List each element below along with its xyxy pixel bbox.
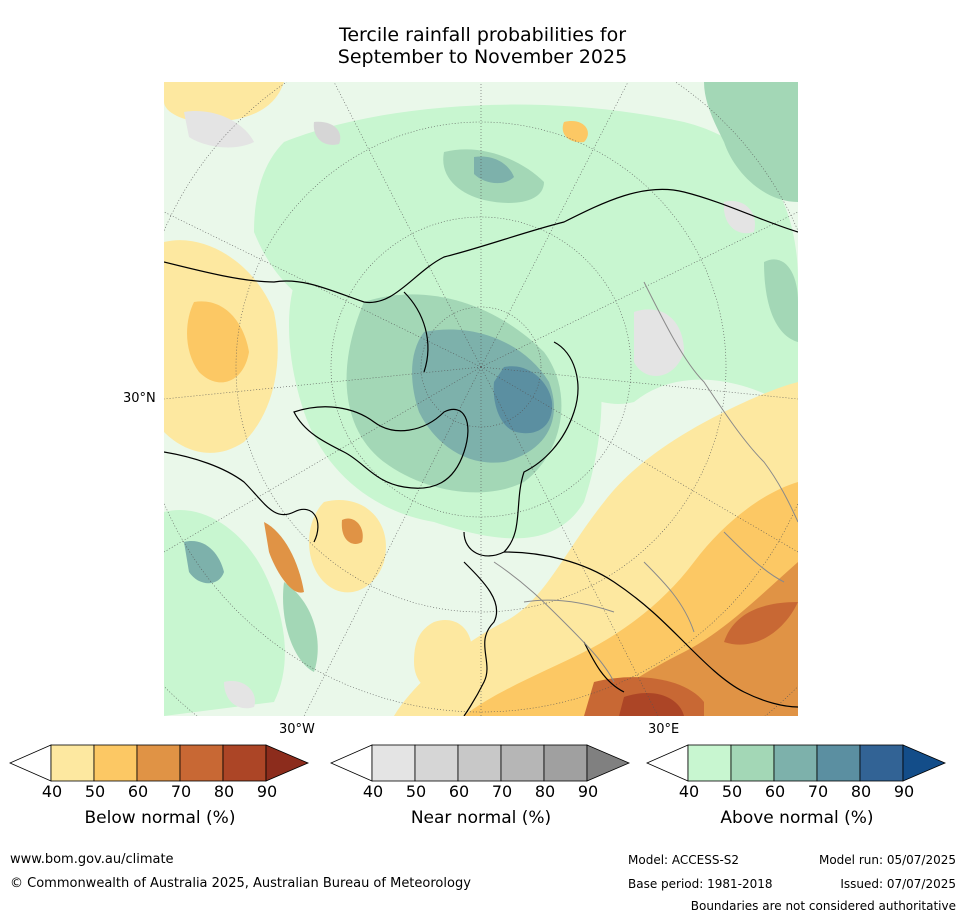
colorbar-swatch xyxy=(816,744,861,782)
colorbar-swatch xyxy=(222,744,267,782)
tick-label: 90 xyxy=(893,782,915,801)
colorbar-swatch xyxy=(50,744,95,782)
colorbar-swatch xyxy=(93,744,138,782)
tick-label: 60 xyxy=(127,782,149,801)
coastlines xyxy=(164,188,798,716)
tick-label: 60 xyxy=(448,782,470,801)
colorbar-extend-high xyxy=(902,744,947,782)
footer-model: Model: ACCESS-S2 xyxy=(628,853,740,867)
colorbar-near-normal xyxy=(330,744,632,782)
tick-label: 50 xyxy=(721,782,743,801)
tick-label: 60 xyxy=(764,782,786,801)
tick-label: 40 xyxy=(362,782,384,801)
colorbar-swatch xyxy=(773,744,818,782)
below-normal-regions xyxy=(164,82,798,716)
rainfall-probability-map xyxy=(164,82,798,716)
tick-label: 70 xyxy=(491,782,513,801)
colorbar-above-normal xyxy=(646,744,948,782)
footer-disclaimer: Boundaries are not considered authoritat… xyxy=(690,899,956,913)
map-title-line-1: Tercile rainfall probabilities for xyxy=(338,24,627,46)
footer-issued: Issued: 07/07/2025 xyxy=(840,877,956,891)
colorbar-above-normal-label: Above normal (%) xyxy=(720,808,874,828)
tick-label: 80 xyxy=(213,782,235,801)
country-borders xyxy=(493,281,798,683)
colorbar-swatch xyxy=(136,744,181,782)
footer-url[interactable]: www.bom.gov.au/climate xyxy=(10,852,174,867)
footer-base-period: Base period: 1981-2018 xyxy=(628,877,773,891)
tick-label: 40 xyxy=(678,782,700,801)
colorbar-extend-low xyxy=(330,744,373,782)
colorbar-above-normal-swatches xyxy=(646,744,947,782)
graticule xyxy=(164,82,798,716)
colorbar-below-normal-swatches xyxy=(9,744,310,782)
map-title-line-2: September to November 2025 xyxy=(337,46,628,68)
colorbar-extend-high xyxy=(586,744,631,782)
tick-label: 90 xyxy=(256,782,278,801)
colorbar-swatch xyxy=(371,744,416,782)
colorbar-below-normal-label: Below normal (%) xyxy=(84,808,236,828)
colorbar-swatch xyxy=(687,744,732,782)
tick-label: 70 xyxy=(807,782,829,801)
lon-label-30w: 30°W xyxy=(279,722,315,737)
colorbar-swatch xyxy=(859,744,904,782)
tick-label: 80 xyxy=(534,782,556,801)
tick-label: 50 xyxy=(405,782,427,801)
lat-label-30n: 30°N xyxy=(123,391,156,406)
colorbar-swatch xyxy=(500,744,545,782)
colorbar-extend-low xyxy=(9,744,52,782)
colorbar-extend-high xyxy=(265,744,310,782)
tick-label: 90 xyxy=(577,782,599,801)
colorbar-swatch xyxy=(543,744,588,782)
colorbar-swatch xyxy=(457,744,502,782)
colorbar-swatch xyxy=(730,744,775,782)
lon-label-30e: 30°E xyxy=(648,722,680,737)
footer-model-run: Model run: 05/07/2025 xyxy=(818,853,956,867)
colorbar-swatch xyxy=(179,744,224,782)
colorbar-near-normal-label: Near normal (%) xyxy=(410,808,552,828)
tick-label: 80 xyxy=(850,782,872,801)
tick-label: 40 xyxy=(41,782,63,801)
colorbar-near-normal-swatches xyxy=(330,744,631,782)
colorbar-swatch xyxy=(414,744,459,782)
near-normal-regions xyxy=(184,111,755,709)
footer-copyright: © Commonwealth of Australia 2025, Austra… xyxy=(10,876,471,891)
tick-label: 50 xyxy=(84,782,106,801)
colorbar-extend-low xyxy=(646,744,689,782)
colorbar-below-normal xyxy=(9,744,311,782)
tick-label: 70 xyxy=(170,782,192,801)
